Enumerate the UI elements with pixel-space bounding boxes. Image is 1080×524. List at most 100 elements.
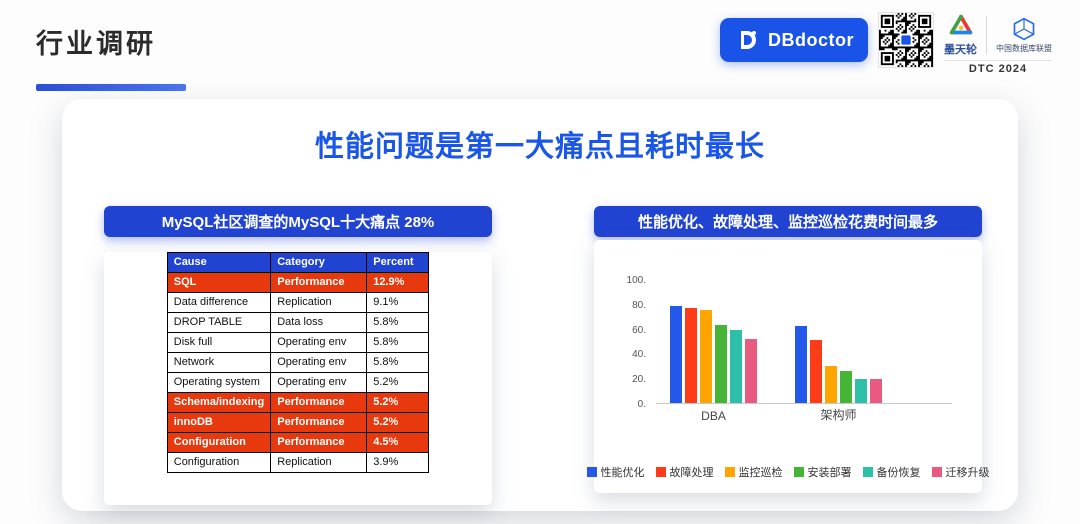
legend-item: 监控巡检 xyxy=(724,464,783,480)
title-underline xyxy=(36,84,186,91)
table-cell: Operating env xyxy=(270,332,368,353)
left-panel-body: Cause Category Percent SQL Performance 12.9%… xyxy=(104,252,492,505)
table-cell: Performance xyxy=(270,432,368,453)
table-cell: 3.9% xyxy=(366,452,430,473)
y-tick-label: 100. xyxy=(626,275,646,286)
motianlun-label: 墨天轮 xyxy=(944,44,977,56)
legend-label: 安装部署 xyxy=(807,467,852,479)
table-row: innoDB Performance 5.2% xyxy=(166,412,430,433)
table-cell: 5.8% xyxy=(366,332,430,353)
legend-item: 备份恢复 xyxy=(862,464,921,480)
table-header-row: Cause Category Percent xyxy=(166,252,430,273)
table-cell: 12.9% xyxy=(366,272,430,293)
legend-label: 备份恢复 xyxy=(876,467,921,479)
bar-group: 架构师 xyxy=(795,280,882,422)
table-cell: Configuration xyxy=(166,452,272,473)
legend-item: 性能优化 xyxy=(586,464,645,480)
legend-swatch xyxy=(586,467,597,477)
alliance-label: 中国数据库联盟 xyxy=(996,43,1052,53)
y-tick-label: 40. xyxy=(632,349,646,361)
table-row: Schema/indexing Performance 5.2% xyxy=(166,392,430,413)
pain-points-panel: MySQL社区调查的MySQL十大痛点 28% Cause Category Per… xyxy=(104,206,492,505)
y-tick-label: 80. xyxy=(632,299,646,311)
table-row: Configuration Performance 4.5% xyxy=(166,432,430,453)
table-cell: Replication xyxy=(270,292,368,313)
column-header: Category xyxy=(270,252,368,273)
bar-group: DBA xyxy=(670,280,757,423)
legend-swatch xyxy=(793,467,804,477)
dbdoctor-logo: DBdoctor xyxy=(720,18,868,62)
table-row: Network Operating env 5.8% xyxy=(166,352,430,373)
bar xyxy=(670,306,682,403)
table-cell: Operating env xyxy=(270,352,368,373)
table-row: Operating system Operating env 5.2% xyxy=(166,372,430,393)
brand-area: DBdoctor xyxy=(720,8,1052,75)
table-row: Data difference Replication 9.1% xyxy=(166,292,430,313)
table-row: DROP TABLE Data loss 5.8% xyxy=(166,312,430,333)
y-tick-label: 20. xyxy=(632,374,646,386)
table-cell: Schema/indexing xyxy=(166,392,272,413)
content-card: 性能问题是第一大痛点且耗时最长 MySQL社区调查的MySQL十大痛点 28% … xyxy=(62,99,1018,511)
table-cell: Replication xyxy=(270,452,368,473)
bar-chart: 100. 80. 60. 40. 20. 0. DBA 架构师 xyxy=(604,275,972,430)
legend-swatch xyxy=(862,467,873,477)
legend-swatch xyxy=(931,467,942,477)
column-header: Percent xyxy=(366,252,430,273)
pain-table-body: SQL Performance 12.9% Data difference Replic… xyxy=(166,272,430,473)
y-axis: 100. 80. 60. 40. 20. 0. xyxy=(604,275,646,410)
legend-label: 监控巡检 xyxy=(738,467,783,479)
table-cell: Disk full xyxy=(166,332,272,353)
qr-code-icon xyxy=(878,12,934,68)
table-cell: Operating env xyxy=(270,372,368,393)
column-header: Cause xyxy=(166,252,272,273)
table-cell: Data loss xyxy=(270,312,368,333)
table-cell: Configuration xyxy=(166,432,272,453)
alliance-logo: 中国数据库联盟 xyxy=(996,16,1052,54)
legend-label: 性能优化 xyxy=(600,467,645,479)
table-cell: 5.8% xyxy=(366,352,430,373)
legend-label: 故障处理 xyxy=(669,467,714,479)
page-title: 行业调研 xyxy=(36,29,156,59)
table-cell: SQL xyxy=(166,272,272,293)
category-label: 架构师 xyxy=(820,408,857,422)
bar xyxy=(715,325,727,403)
table-cell: 4.5% xyxy=(366,432,430,453)
table-cell: Data difference xyxy=(166,292,272,313)
chart-legend: 性能优化 故障处理 监控巡检 安装部署 备份恢复 迁移升级 xyxy=(586,464,990,480)
legend-item: 故障处理 xyxy=(655,464,714,480)
table-cell: innoDB xyxy=(166,412,272,433)
time-spent-panel: 性能优化、故障处理、监控巡检花费时间最多 100. 80. 60. 40. 20. 0. … xyxy=(586,206,990,493)
logo-divider xyxy=(986,15,987,54)
dtc-2024-label: DTC 2024 xyxy=(944,60,1052,75)
bar xyxy=(870,379,882,403)
bar xyxy=(685,308,697,403)
pain-table: Cause Category Percent SQL Performance 12.9%… xyxy=(166,252,430,473)
bar-plot: DBA 架构师 xyxy=(656,280,952,423)
dbdoctor-label: DBdoctor xyxy=(768,29,854,50)
motianlun-logo: 墨天轮 xyxy=(944,12,977,57)
bar xyxy=(730,330,742,403)
alliance-cube-icon xyxy=(1013,17,1035,40)
table-cell: DROP TABLE xyxy=(166,312,272,333)
bar xyxy=(855,379,867,403)
right-panel-body: 100. 80. 60. 40. 20. 0. DBA 架构师 性能优化 故障处理 监控巡检 安装… xyxy=(586,240,990,493)
table-cell: 5.2% xyxy=(366,372,430,393)
table-cell: 5.2% xyxy=(366,392,430,413)
y-tick-label: 60. xyxy=(632,324,646,336)
partner-logos: 墨天轮 中国数据库联盟 DTC 2024 xyxy=(944,12,1052,75)
table-cell: 5.8% xyxy=(366,312,430,333)
bar xyxy=(825,366,837,403)
table-cell: 9.1% xyxy=(366,292,430,313)
table-cell: Performance xyxy=(270,392,368,413)
bar xyxy=(840,371,852,403)
bar xyxy=(700,310,712,403)
legend-label: 迁移升级 xyxy=(945,467,990,479)
table-cell: Network xyxy=(166,352,272,373)
legend-swatch xyxy=(724,467,735,477)
motianlun-icon xyxy=(949,14,972,35)
legend-item: 迁移升级 xyxy=(931,464,990,480)
right-panel-header: 性能优化、故障处理、监控巡检花费时间最多 xyxy=(594,206,982,237)
legend-swatch xyxy=(655,467,666,477)
bar xyxy=(810,340,822,403)
